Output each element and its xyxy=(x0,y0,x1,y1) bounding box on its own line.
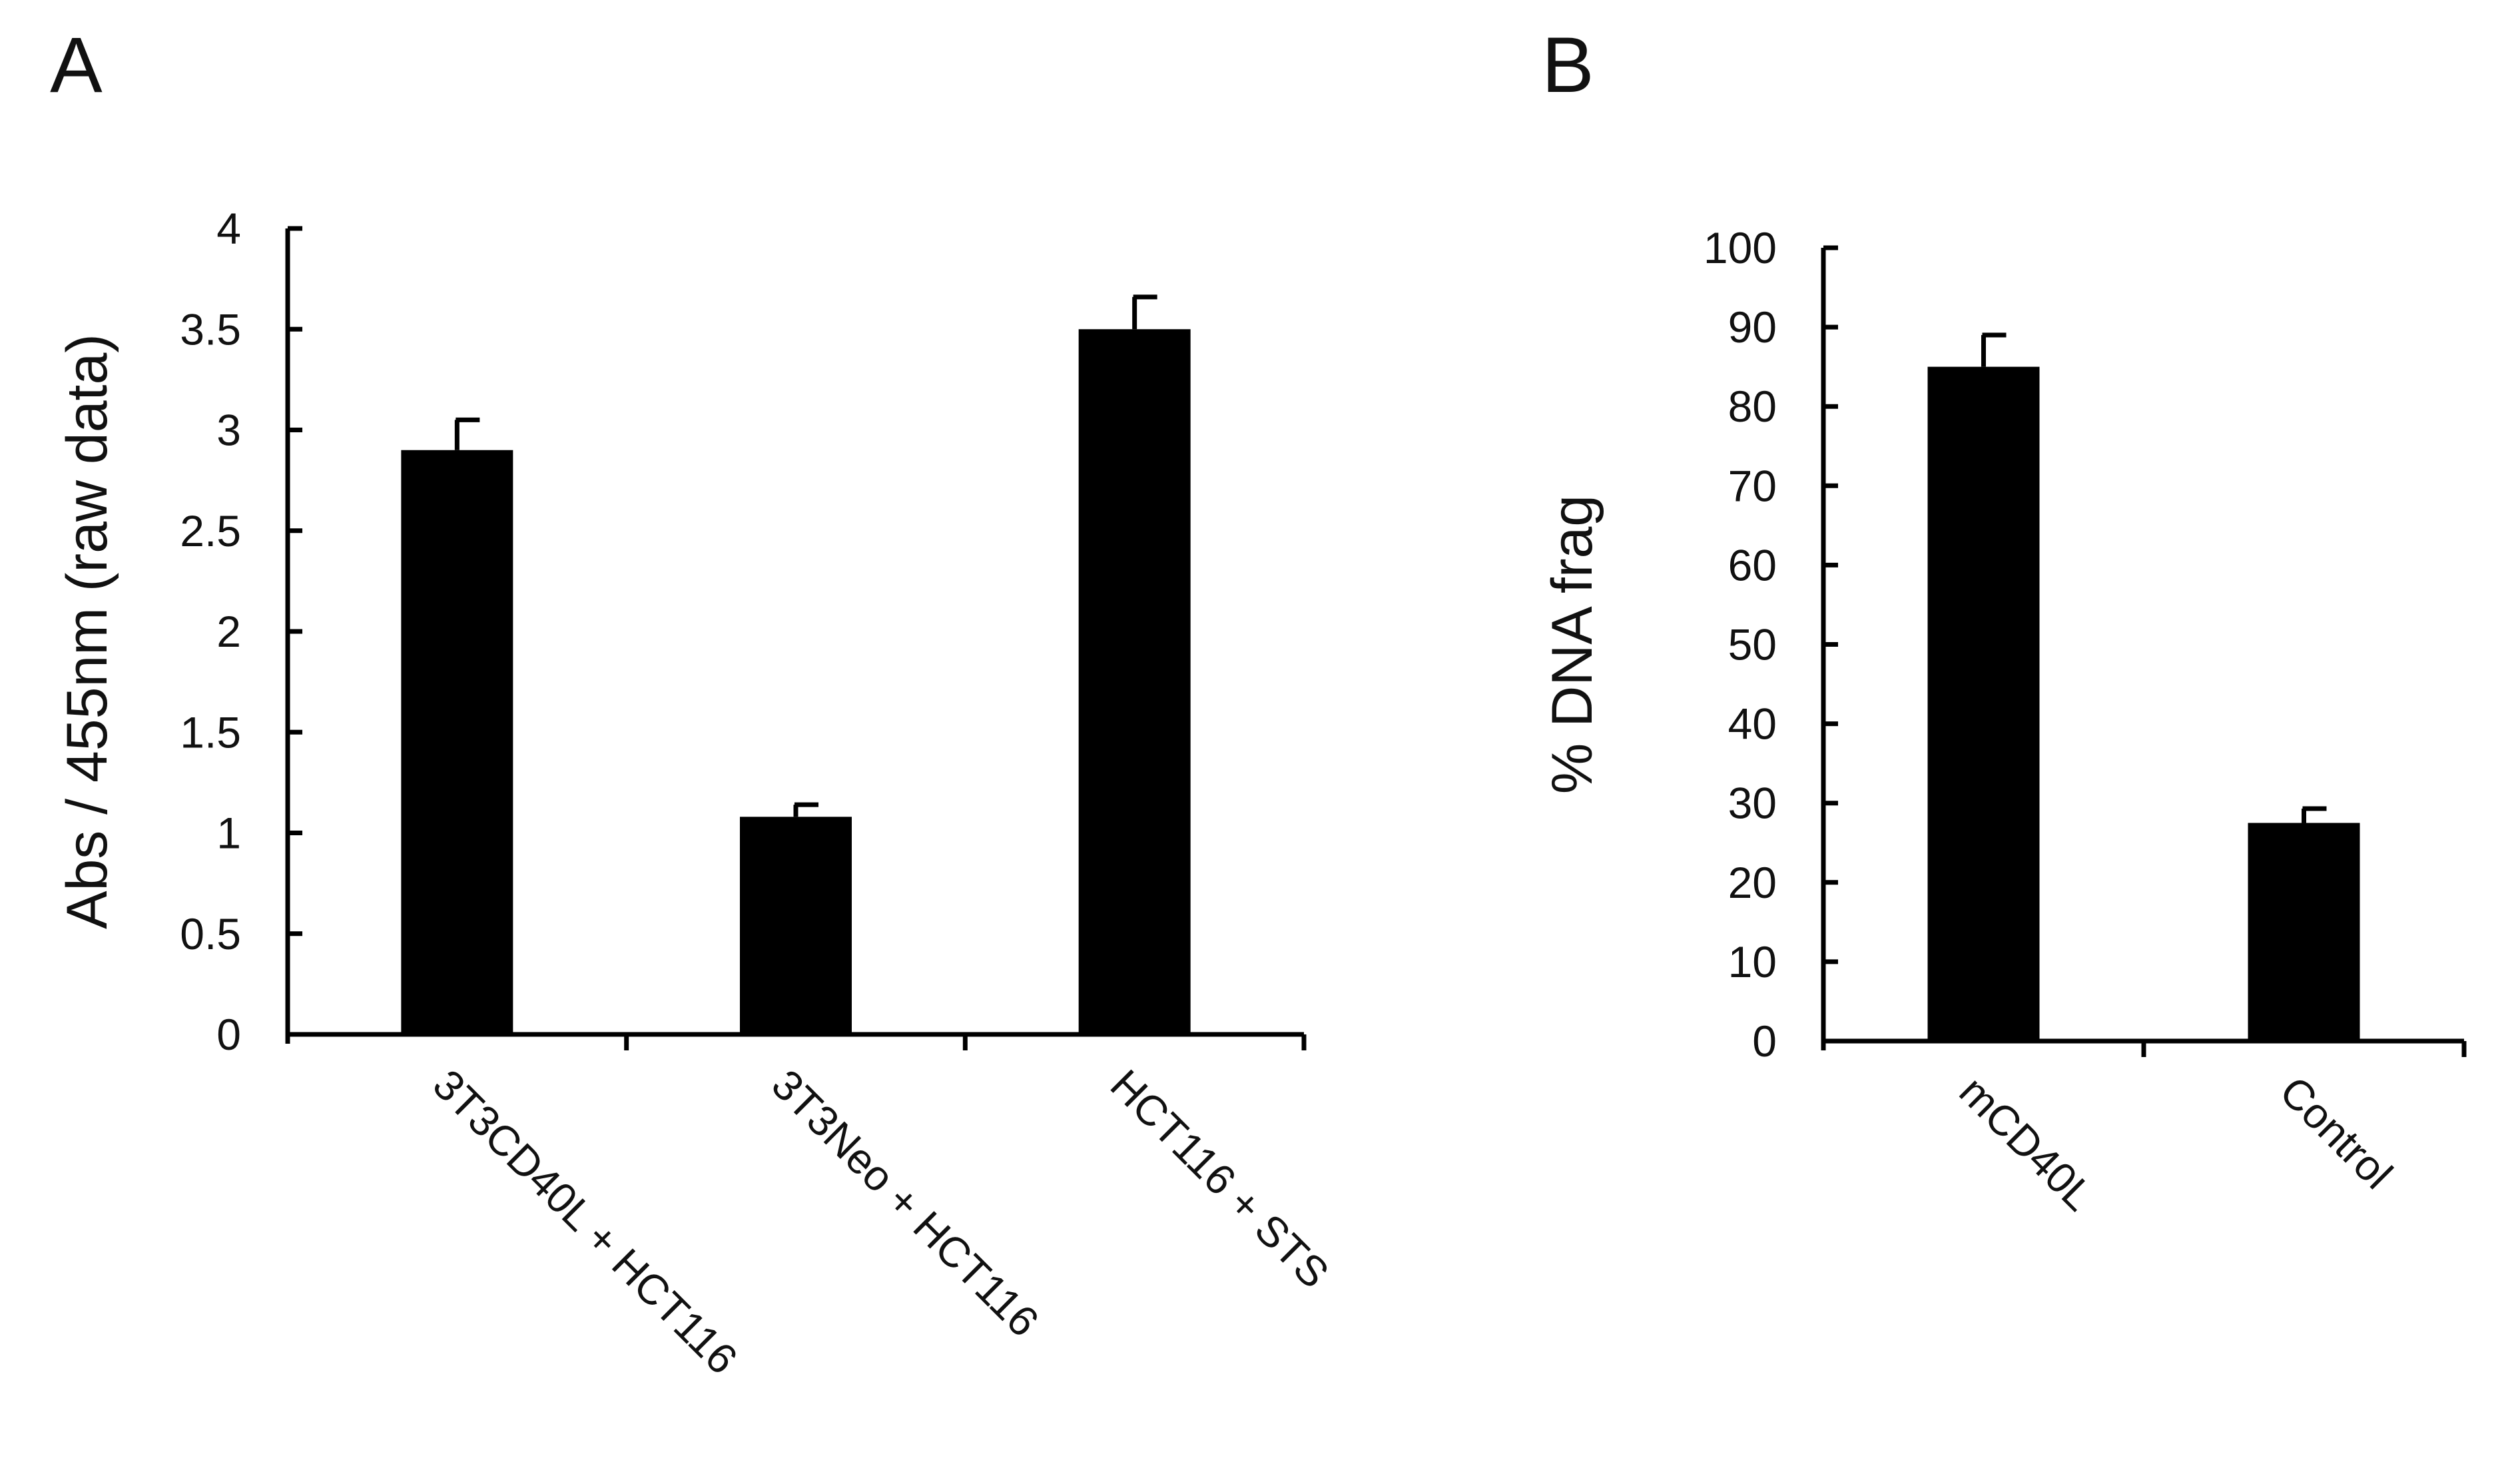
x-tick-label: HCT116 + STS xyxy=(1102,1060,1339,1297)
y-tick-label: 20 xyxy=(1728,858,1777,907)
panel-letter-a: A xyxy=(50,21,103,109)
y-tick-label: 70 xyxy=(1728,461,1777,510)
bar-mcd40l xyxy=(1927,366,2040,1041)
bar-control xyxy=(2248,823,2360,1041)
y-tick-label: 40 xyxy=(1728,699,1777,749)
x-tick-label: 3T3Neo + HCT116 xyxy=(763,1060,1048,1346)
y-tick-label: 0.5 xyxy=(180,909,241,958)
y-tick-label: 2 xyxy=(216,607,241,656)
panel-a: A 0 0.5 1 1.5 2 2.5 3 3.5 4 3T3CD40L + HCT116 3T3N… xyxy=(50,21,1338,1383)
y-tick-label: 100 xyxy=(1704,223,1777,272)
y-tick-label: 3.5 xyxy=(180,304,241,354)
y-axis-label-a: Abs / 455nm (raw data) xyxy=(55,334,119,929)
x-tick-label: mCD40L xyxy=(1951,1067,2103,1220)
panel-b: B 0 10 20 30 40 50 60 70 80 90 100 mCD40L Control % … xyxy=(1540,21,2467,1220)
bar-3t3neo-hct116 xyxy=(740,817,852,1034)
y-tick-label: 30 xyxy=(1728,779,1777,828)
y-tick-label: 60 xyxy=(1728,540,1777,589)
x-tick-label: 3T3CD40L + HCT116 xyxy=(424,1060,747,1383)
y-axis-label-b: % DNA frag xyxy=(1540,495,1604,794)
y-tick-label: 2.5 xyxy=(180,506,241,555)
y-tick-label: 1.5 xyxy=(180,707,241,757)
y-tick-label: 4 xyxy=(216,204,241,253)
bar-3t3cd40l-hct116 xyxy=(401,450,513,1034)
y-tick-label: 50 xyxy=(1728,620,1777,669)
y-tick-label: 1 xyxy=(216,809,241,858)
panel-letter-b: B xyxy=(1542,21,1594,109)
plot-area-b: 0 10 20 30 40 50 60 70 80 90 100 mCD40L Control xyxy=(1704,223,2467,1220)
y-tick-label: 3 xyxy=(216,406,241,455)
plot-area-a: 0 0.5 1 1.5 2 2.5 3 3.5 4 3T3CD40L + HCT116 3T3Neo… xyxy=(180,204,1338,1383)
x-tick-label: Control xyxy=(2271,1067,2402,1198)
bar-hct116-sts xyxy=(1078,329,1191,1034)
y-tick-label: 80 xyxy=(1728,382,1777,431)
y-tick-label: 0 xyxy=(1752,1016,1777,1066)
y-tick-label: 0 xyxy=(216,1010,241,1059)
y-tick-label: 90 xyxy=(1728,302,1777,352)
y-tick-label: 10 xyxy=(1728,937,1777,986)
